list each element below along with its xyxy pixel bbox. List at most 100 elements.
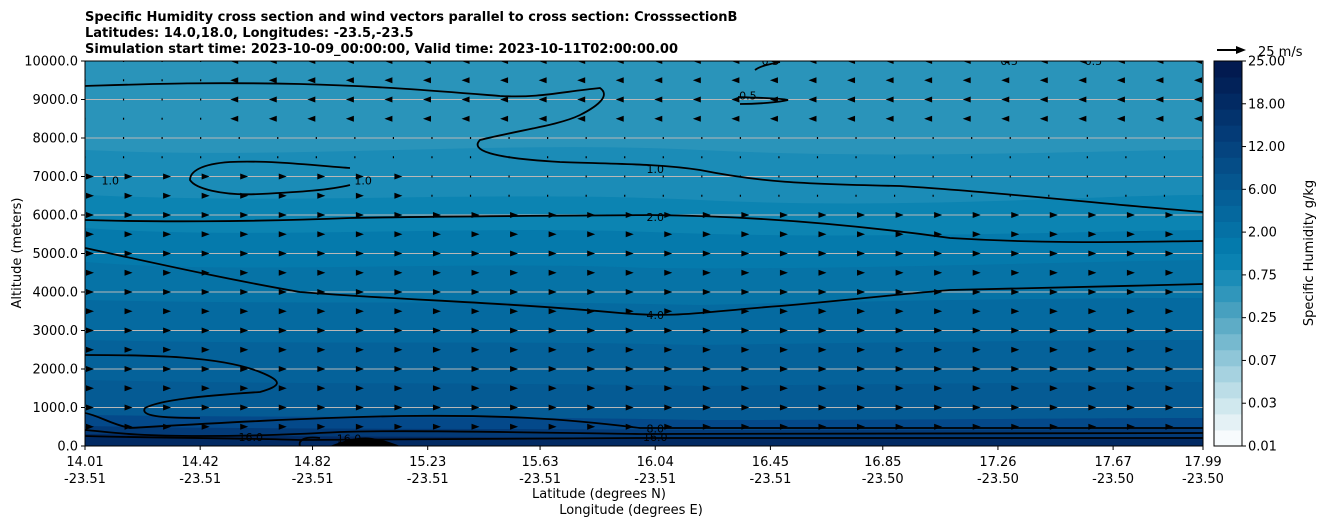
wind-vector-arrow xyxy=(432,308,441,315)
wind-vector-arrow xyxy=(615,96,624,103)
wind-vector-arrow xyxy=(847,96,856,103)
wind-vector-arrow xyxy=(934,250,943,257)
y-axis: 0.0 1000.0 2000.0 3000.0 4000.0 5000.0 6000.0 7… xyxy=(24,55,85,455)
wind-vector-arrow xyxy=(885,96,894,103)
wind-vector-arrow xyxy=(1088,308,1097,315)
wind-vector-arrow xyxy=(1204,328,1212,334)
wind-vector-arrow xyxy=(895,385,904,392)
wind-vector-arrow xyxy=(779,366,788,372)
wind-vector-arrow xyxy=(857,212,866,218)
wind-vector-arrow xyxy=(587,231,596,238)
wind-vector-arrow xyxy=(934,212,943,218)
wind-vector-arrow xyxy=(587,289,596,295)
wind-vector-arrow xyxy=(355,231,364,238)
wind-vector-arrow xyxy=(587,385,596,392)
wind-vectors xyxy=(85,61,1212,430)
wind-vector-arrow xyxy=(201,327,210,334)
colorbar-segment xyxy=(1214,269,1242,287)
wind-vector-arrow xyxy=(664,385,673,392)
wind-vector-arrow xyxy=(1204,405,1212,411)
wind-vector-arrow xyxy=(702,366,711,372)
colorbar-segment xyxy=(1214,157,1242,174)
colorbar-segment xyxy=(1214,109,1242,126)
wind-vector-arrow xyxy=(895,366,904,372)
wind-vector-arrow xyxy=(1049,269,1058,276)
colorbar-segment xyxy=(1214,285,1242,303)
wind-vector-arrow xyxy=(895,289,904,295)
wind-vector-arrow xyxy=(124,308,133,315)
wind-vector-arrow xyxy=(163,231,172,238)
wind-vector-arrow xyxy=(510,366,519,372)
wind-vector-arrow xyxy=(278,212,287,218)
wind-vector-arrow xyxy=(1126,346,1135,353)
wind-vector-arrow xyxy=(1049,327,1058,334)
wind-vector-arrow xyxy=(924,77,933,84)
colorbar-segment xyxy=(1214,125,1242,142)
wind-vector-arrow xyxy=(432,269,441,276)
wind-vector-arrow xyxy=(1049,212,1058,218)
wind-vector-arrow xyxy=(355,192,364,199)
wind-vector-arrow xyxy=(972,404,981,411)
wind-vector-arrow xyxy=(307,96,316,103)
wind-vector-arrow xyxy=(86,385,94,392)
wind-vector-arrow xyxy=(355,308,364,315)
wind-vector-arrow xyxy=(86,212,94,218)
contour-label: 16.0 xyxy=(238,431,263,444)
x-tick-label-lon: -23.51 xyxy=(292,472,334,487)
wind-vector-arrow xyxy=(1011,269,1020,276)
colorbar-segment xyxy=(1214,333,1242,351)
wind-vector-arrow xyxy=(1011,289,1020,295)
wind-vector-arrow xyxy=(1204,289,1212,295)
wind-vector-arrow xyxy=(615,115,624,122)
wind-vector-arrow xyxy=(779,289,788,295)
wind-vector-arrow xyxy=(625,269,634,276)
wind-vector-arrow xyxy=(1088,269,1097,276)
wind-vector-arrow xyxy=(731,115,740,122)
wind-vector-arrow xyxy=(1204,270,1212,276)
wind-vector-arrow xyxy=(124,192,133,199)
wind-vector-arrow xyxy=(1011,366,1020,372)
wind-vector-arrow xyxy=(124,327,133,334)
wind-vector-arrow xyxy=(769,115,778,122)
wind-vector-arrow xyxy=(1039,115,1048,122)
wind-vector-arrow xyxy=(278,308,287,315)
wind-vector-arrow xyxy=(934,269,943,276)
wind-vector-arrow xyxy=(847,61,856,64)
wind-vector-arrow xyxy=(307,115,316,122)
wind-vector-arrow xyxy=(1165,289,1174,295)
colorbar-segment xyxy=(1214,365,1242,383)
wind-vector-arrow xyxy=(587,269,596,276)
wind-vector-arrow xyxy=(741,269,750,276)
wind-vector-arrow xyxy=(86,250,94,257)
wind-vector-arrow xyxy=(548,269,557,276)
wind-vector-arrow xyxy=(230,115,239,122)
wind-vector-arrow xyxy=(934,346,943,353)
wind-vector-arrow xyxy=(422,61,431,64)
wind-vector-arrow xyxy=(278,346,287,353)
wind-vector-arrow xyxy=(124,173,133,180)
wind-vector-arrow xyxy=(1165,346,1174,353)
colorbar-tick-label: 0.75 xyxy=(1248,268,1277,283)
x-axis-label-longitude: Longitude (degrees E) xyxy=(559,503,703,518)
wind-vector-arrow xyxy=(895,231,904,238)
wind-vector-arrow xyxy=(808,96,817,103)
x-tick-label-lat: 17.67 xyxy=(1095,455,1132,470)
x-tick-label-lat: 16.45 xyxy=(752,455,789,470)
colorbar-segment xyxy=(1214,93,1242,110)
wind-vector-arrow xyxy=(278,250,287,257)
wind-vector-arrow xyxy=(741,250,750,257)
wind-vector-arrow xyxy=(240,308,249,315)
wind-vector-arrow xyxy=(163,269,172,276)
colorbar-tick-label: 0.25 xyxy=(1248,311,1277,326)
wind-vector-arrow xyxy=(394,327,403,334)
wind-vector-arrow xyxy=(345,115,354,122)
contour-label: 1.0 xyxy=(354,174,372,187)
wind-vector-arrow xyxy=(394,308,403,315)
wind-vector-arrow xyxy=(1088,385,1097,392)
x-tick-label-lon: -23.51 xyxy=(634,472,676,487)
y-tick-label: 6000.0 xyxy=(33,209,79,224)
wind-vector-arrow xyxy=(741,231,750,238)
wind-vector-arrow xyxy=(577,96,586,103)
wind-vector-arrow xyxy=(615,77,624,84)
wind-vector-arrow xyxy=(471,366,480,372)
